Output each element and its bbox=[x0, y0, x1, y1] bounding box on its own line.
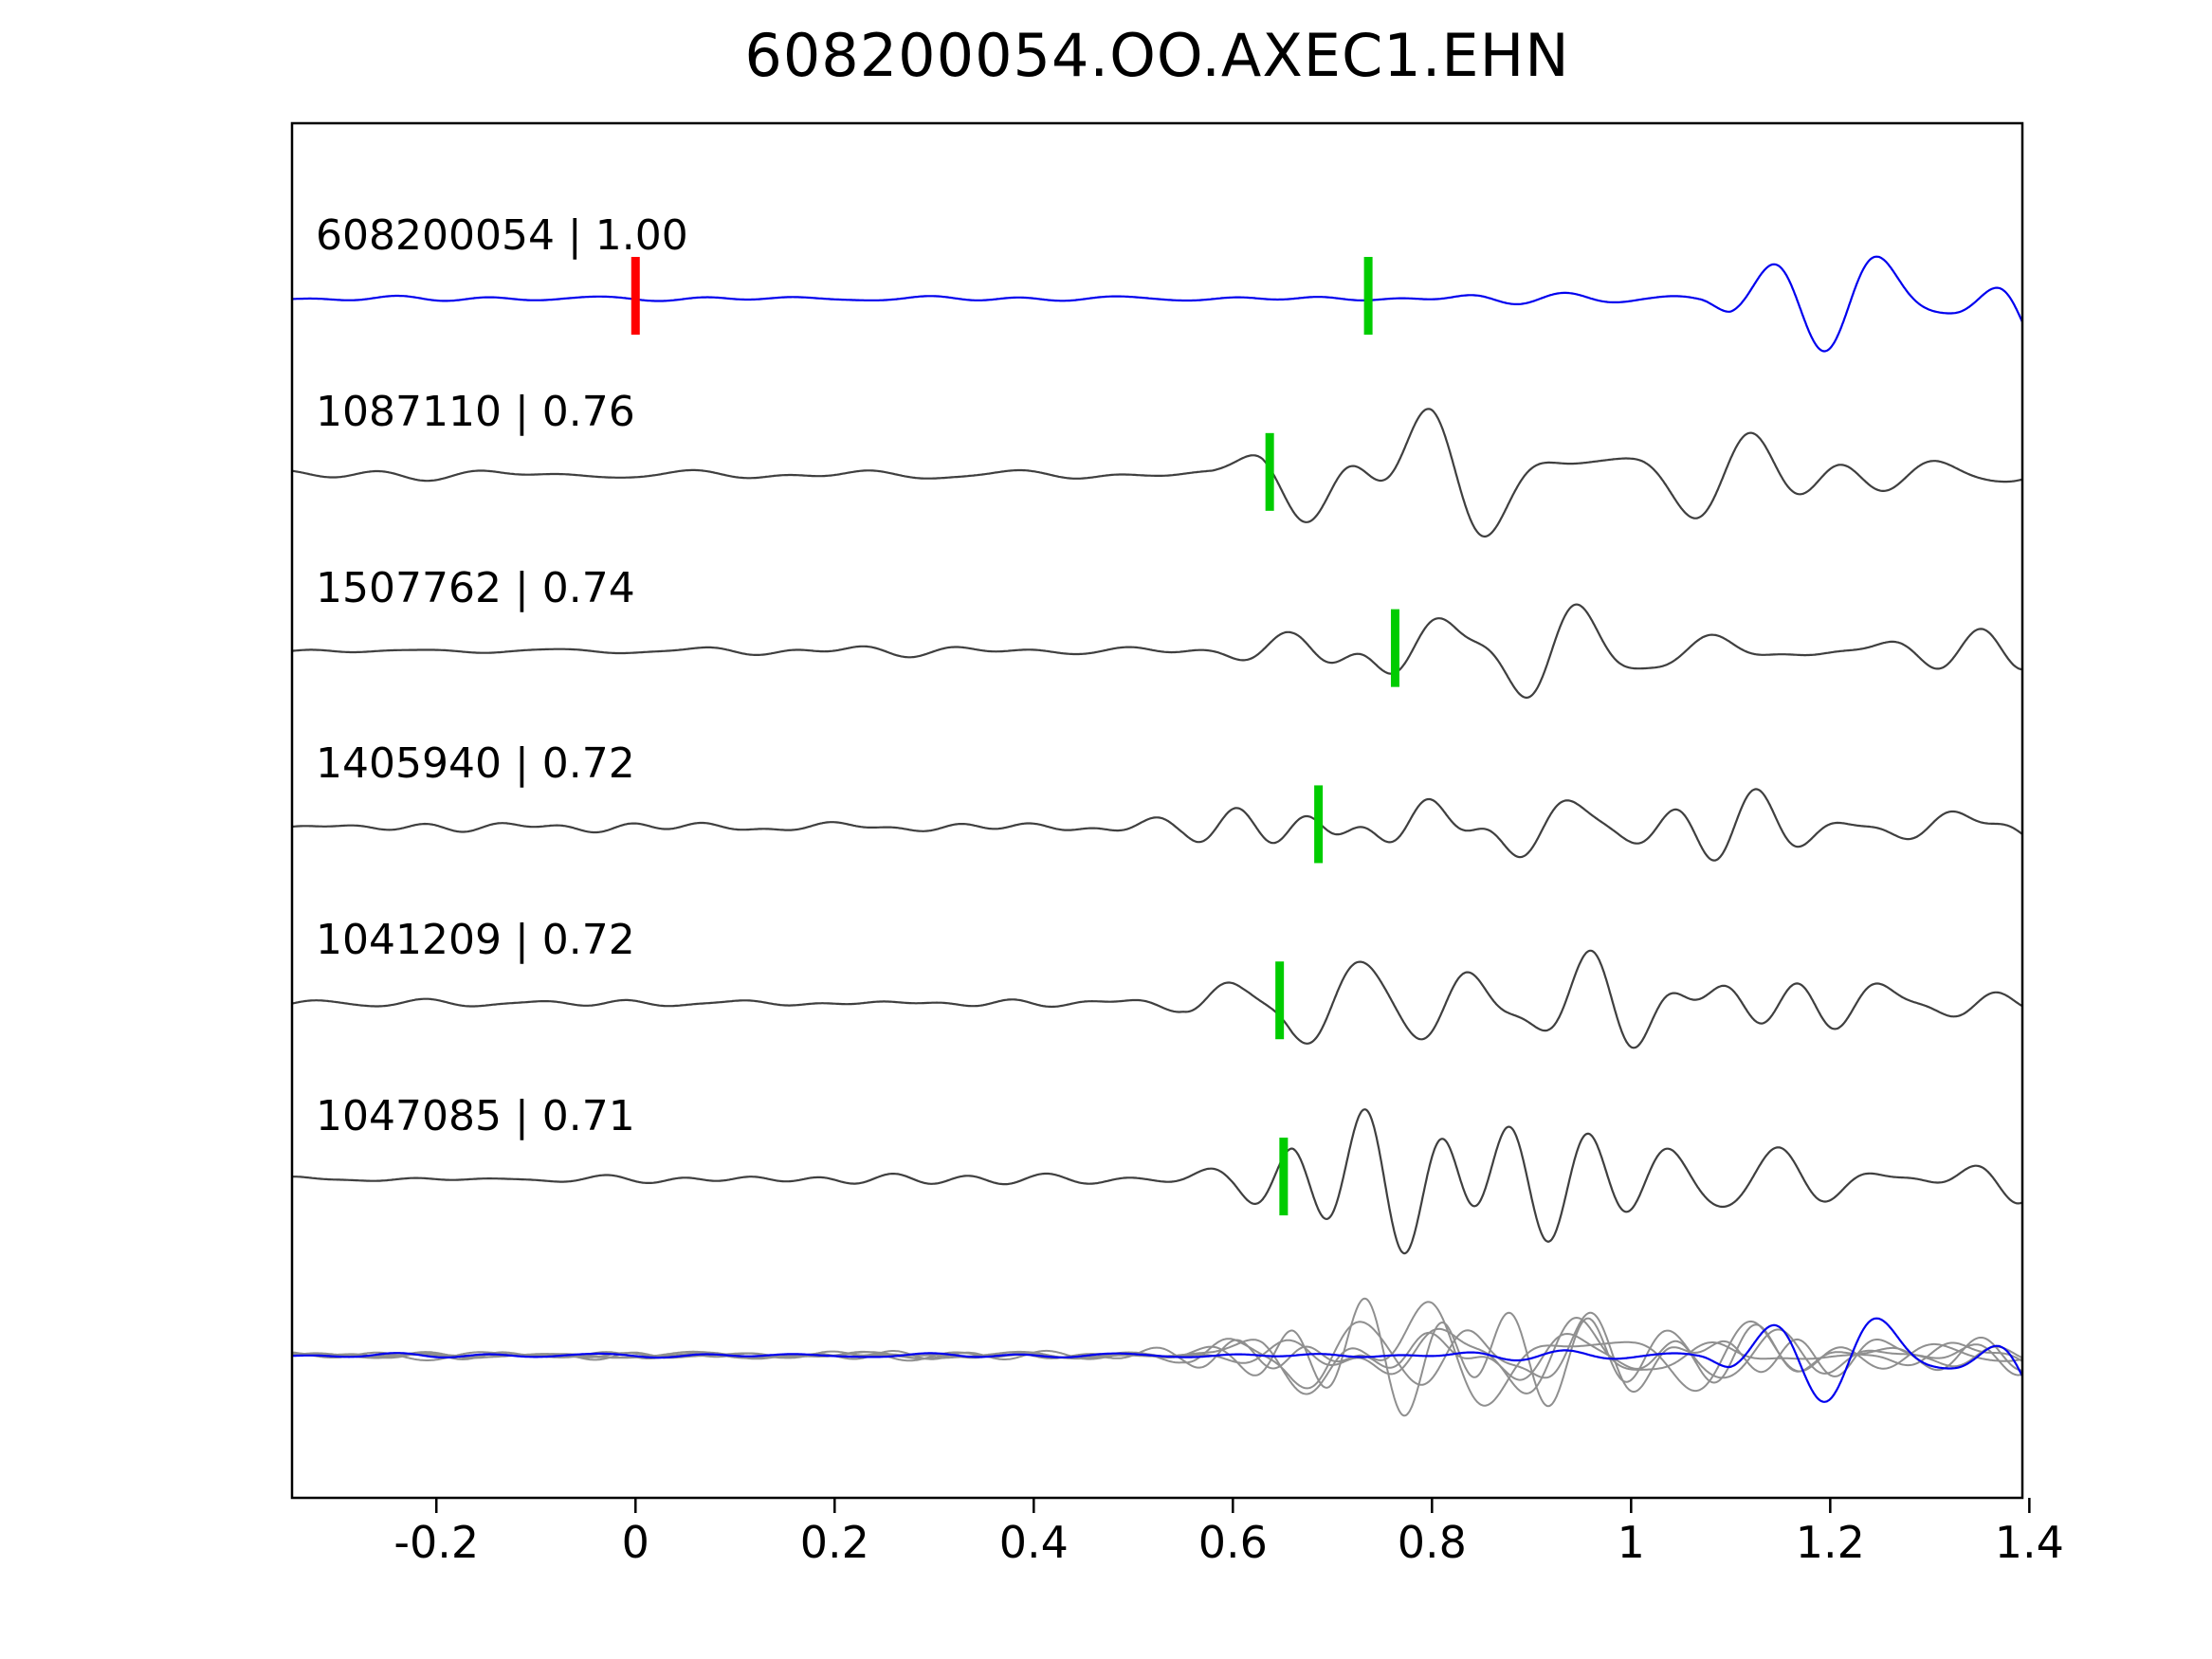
x-tick-label: 0.6 bbox=[1197, 1517, 1268, 1568]
trace-label-1047085: 1047085 | 0.71 bbox=[316, 1092, 635, 1141]
overlay-trace-reference bbox=[292, 1317, 2022, 1403]
trace-line-608200054 bbox=[292, 255, 2022, 353]
trace-line-1507762 bbox=[292, 603, 2022, 699]
x-tick-label: 0.8 bbox=[1397, 1517, 1467, 1568]
green-pick-marker bbox=[1363, 257, 1373, 336]
trace-line-1041209 bbox=[292, 949, 2022, 1049]
green-pick-marker bbox=[1279, 1138, 1289, 1216]
trace-line-1087110 bbox=[292, 408, 2022, 538]
green-pick-marker bbox=[1314, 785, 1324, 864]
trace-line-1405940 bbox=[292, 788, 2022, 862]
plot-border bbox=[290, 121, 2024, 1500]
x-tick-label: 1 bbox=[1617, 1517, 1645, 1568]
x-tick-label: 0.2 bbox=[799, 1517, 869, 1568]
chart-title: 608200054.OO.AXEC1.EHN bbox=[744, 21, 1570, 90]
trace-label-1041209: 1041209 | 0.72 bbox=[316, 916, 635, 965]
green-pick-marker bbox=[1265, 432, 1274, 511]
green-pick-marker bbox=[1275, 961, 1285, 1040]
trace-label-608200054: 608200054 | 1.00 bbox=[316, 211, 688, 261]
x-tick-label: 1.4 bbox=[1994, 1517, 2064, 1568]
x-tick-label: 1.2 bbox=[1795, 1517, 1865, 1568]
trace-label-1405940: 1405940 | 0.72 bbox=[316, 739, 635, 789]
red-pick-marker bbox=[631, 257, 640, 336]
trace-label-1507762: 1507762 | 0.74 bbox=[316, 563, 635, 612]
x-tick-label: -0.2 bbox=[393, 1517, 480, 1568]
overlay-trace-1041209 bbox=[292, 1311, 2022, 1394]
trace-line-1047085 bbox=[292, 1108, 2022, 1255]
x-tick-label: 0.4 bbox=[998, 1517, 1069, 1568]
x-tick-label: 0 bbox=[621, 1517, 649, 1568]
trace-label-1087110: 1087110 | 0.76 bbox=[316, 387, 635, 436]
green-pick-marker bbox=[1390, 609, 1399, 687]
